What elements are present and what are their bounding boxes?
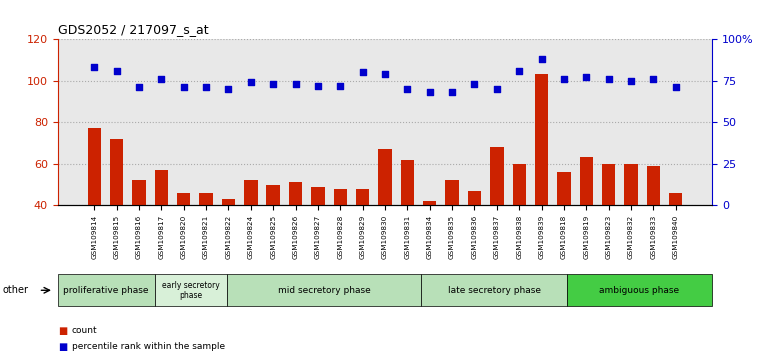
Point [602, 76, 614, 82]
Point [513, 68, 525, 73]
Bar [669, 193, 682, 289]
Text: mid secretory phase: mid secretory phase [278, 286, 371, 295]
Text: percentile rank within the sample: percentile rank within the sample [72, 342, 225, 352]
Bar [647, 166, 660, 289]
Point [468, 81, 480, 87]
Point [357, 69, 369, 75]
Point [156, 76, 168, 82]
Bar [155, 170, 168, 289]
Text: proliferative phase: proliferative phase [63, 286, 149, 295]
Point [223, 86, 235, 92]
Bar [356, 189, 370, 289]
Point [379, 71, 391, 77]
Bar [602, 164, 615, 289]
Bar [467, 191, 481, 289]
Point [88, 64, 100, 70]
Bar [110, 139, 123, 289]
Bar [580, 158, 593, 289]
Bar [535, 74, 548, 289]
Bar [624, 164, 638, 289]
Text: early secretory
phase: early secretory phase [162, 281, 220, 300]
Bar [513, 164, 526, 289]
Point [557, 76, 570, 82]
Point [267, 81, 280, 87]
Bar [289, 182, 303, 289]
Text: ■: ■ [58, 326, 67, 336]
Text: ambiguous phase: ambiguous phase [600, 286, 680, 295]
Point [490, 86, 503, 92]
Text: other: other [2, 285, 28, 295]
Bar [378, 149, 392, 289]
Bar [88, 129, 101, 289]
Point [200, 84, 213, 90]
Bar [177, 193, 190, 289]
Point [245, 79, 257, 85]
Text: GDS2052 / 217097_s_at: GDS2052 / 217097_s_at [58, 23, 209, 36]
Point [312, 83, 324, 88]
Text: count: count [72, 326, 97, 336]
Bar [199, 193, 213, 289]
Point [648, 76, 660, 82]
Point [535, 56, 547, 62]
Bar [132, 181, 146, 289]
Point [401, 86, 413, 92]
Bar [222, 199, 235, 289]
Bar [400, 160, 414, 289]
Bar [266, 184, 280, 289]
Point [580, 74, 592, 80]
Point [334, 83, 346, 88]
Bar [445, 181, 459, 289]
Bar [557, 172, 571, 289]
Point [178, 84, 190, 90]
Bar [333, 189, 347, 289]
Point [424, 89, 436, 95]
Text: late secretory phase: late secretory phase [447, 286, 541, 295]
Point [290, 81, 302, 87]
Point [670, 84, 682, 90]
Bar [311, 187, 325, 289]
Point [132, 84, 145, 90]
Point [446, 89, 458, 95]
Text: ■: ■ [58, 342, 67, 352]
Bar [244, 181, 257, 289]
Bar [423, 201, 437, 289]
Point [110, 68, 122, 73]
Bar [490, 147, 504, 289]
Point [625, 78, 638, 83]
